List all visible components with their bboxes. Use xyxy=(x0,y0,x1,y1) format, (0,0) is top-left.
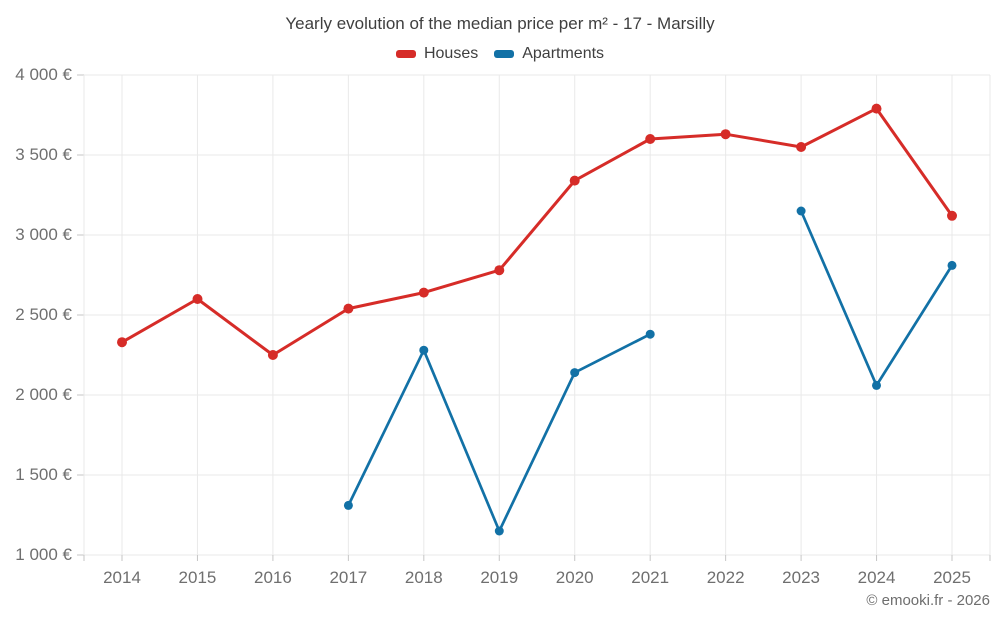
x-axis-label: 2018 xyxy=(404,568,443,587)
x-axis-label: 2017 xyxy=(329,568,368,587)
houses-point-2017 xyxy=(343,303,354,314)
x-axis-label: 2025 xyxy=(933,568,971,587)
y-axis-label: 2 000 € xyxy=(15,385,72,404)
y-axis-label: 3 000 € xyxy=(15,225,72,244)
legend-item-apartments[interactable]: Apartments xyxy=(494,45,604,63)
legend-label-apartments: Apartments xyxy=(522,45,605,62)
x-axis-label: 2022 xyxy=(706,568,745,587)
houses-point-2024 xyxy=(871,103,882,114)
apartments-point-2021 xyxy=(645,329,655,339)
houses-point-2018 xyxy=(418,287,429,298)
apartments-point-2018 xyxy=(419,345,429,355)
y-axis-label: 1 500 € xyxy=(15,465,72,484)
houses-point-2015 xyxy=(192,294,203,304)
legend: Houses Apartments xyxy=(0,45,1000,63)
y-axis-label: 2 500 € xyxy=(15,305,72,324)
houses-point-2016 xyxy=(267,350,278,360)
x-axis-label: 2015 xyxy=(178,568,217,587)
houses-point-2020 xyxy=(569,175,580,186)
legend-label-houses: Houses xyxy=(423,45,479,62)
apartments-point-2020 xyxy=(570,368,580,378)
footer-credit: © emooki.fr - 2026 xyxy=(866,592,990,609)
x-axis-label: 2023 xyxy=(782,568,820,587)
houses-point-2014 xyxy=(117,337,127,348)
apartments-point-2024 xyxy=(872,380,881,390)
houses-point-2019 xyxy=(494,265,505,276)
houses-series-swatch-icon xyxy=(395,50,416,58)
houses-point-2023 xyxy=(796,142,807,152)
legend-item-houses[interactable]: Houses xyxy=(395,45,479,63)
apartments-point-2017 xyxy=(343,500,353,510)
y-axis-label: 4 000 € xyxy=(15,65,72,84)
x-axis-label: 2014 xyxy=(103,568,141,587)
apartments-series-swatch-icon xyxy=(494,50,515,58)
apartments-point-2023 xyxy=(796,206,806,216)
apartments-point-2019 xyxy=(494,526,504,536)
y-axis-label: 3 500 € xyxy=(15,145,72,164)
x-axis-label: 2024 xyxy=(857,568,896,587)
chart-title: Yearly evolution of the median price per… xyxy=(285,14,715,33)
houses-series-line xyxy=(120,107,954,357)
x-axis-label: 2016 xyxy=(253,568,292,587)
houses-point-2021 xyxy=(645,134,656,144)
x-axis-label: 2019 xyxy=(480,568,519,587)
houses-point-2025 xyxy=(947,210,957,221)
apartments-point-2025 xyxy=(947,260,957,270)
x-axis-label: 2021 xyxy=(631,568,670,587)
y-axis-label: 1 000 € xyxy=(15,545,72,564)
x-axis-label: 2020 xyxy=(555,568,594,587)
houses-point-2022 xyxy=(720,129,731,140)
